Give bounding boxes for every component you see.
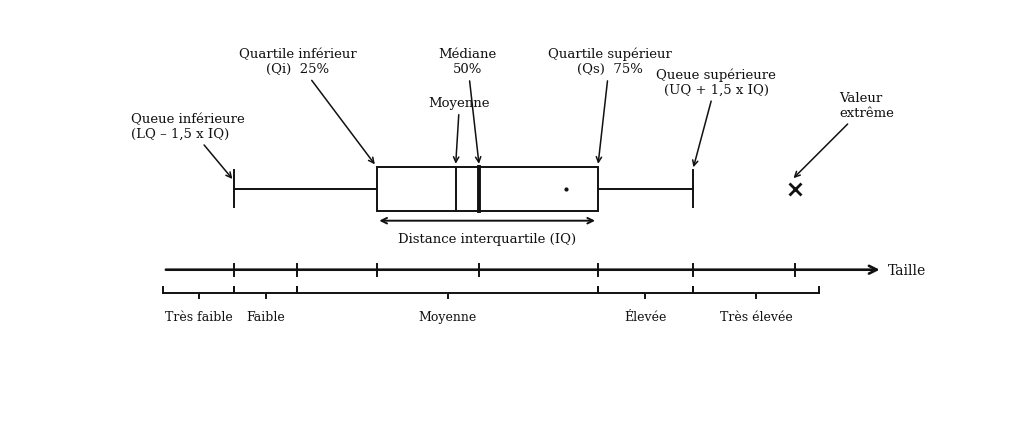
Text: Taille: Taille [888,263,925,277]
Text: Moyenne: Moyenne [428,97,490,163]
Text: Quartile inférieur
(Qi)  25%: Quartile inférieur (Qi) 25% [238,48,373,164]
Text: Faible: Faible [247,311,285,324]
Text: Très élevée: Très élevée [718,311,792,324]
Text: Valeur
extrême: Valeur extrême [794,92,893,177]
Text: Quartile supérieur
(Qs)  75%: Quartile supérieur (Qs) 75% [547,48,671,163]
Text: Moyenne: Moyenne [418,311,476,324]
Text: Queue inférieure
(LQ – 1,5 x IQ): Queue inférieure (LQ – 1,5 x IQ) [131,113,245,178]
Text: Médiane
50%: Médiane 50% [438,48,496,163]
Text: Très faible: Très faible [165,311,232,324]
Text: Élevée: Élevée [624,311,665,324]
Text: Distance interquartile (IQ): Distance interquartile (IQ) [397,233,576,246]
Text: Queue supérieure
(UQ + 1,5 x IQ): Queue supérieure (UQ + 1,5 x IQ) [656,68,775,166]
Bar [376,167,597,211]
